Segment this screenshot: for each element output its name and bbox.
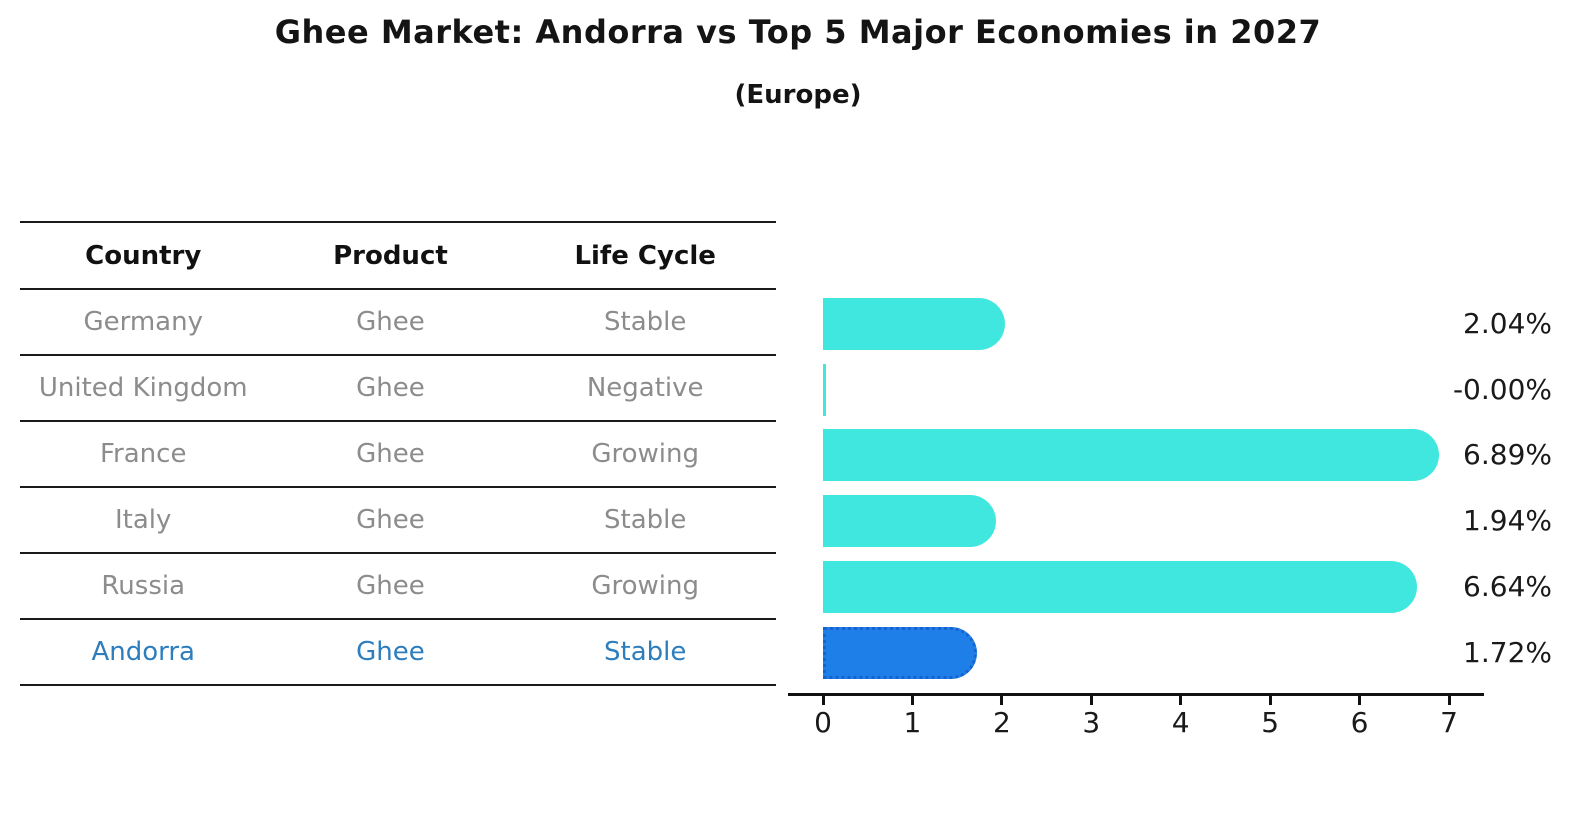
table-row: Russia Ghee Growing <box>20 554 776 620</box>
x-axis-tick <box>1000 696 1004 705</box>
bar-italy <box>823 495 997 548</box>
table-cell-product: Ghee <box>356 637 425 667</box>
bar-france <box>823 429 1440 482</box>
table-header-row: Country Product Life Cycle <box>20 223 776 290</box>
table-row: France Ghee Growing <box>20 422 776 488</box>
table-cell-country: France <box>99 439 187 469</box>
x-axis-tick-label: 5 <box>1261 706 1280 739</box>
value-label: 6.89% <box>1463 438 1552 472</box>
table-cell-life-cycle: Stable <box>604 307 687 337</box>
x-axis-tick-label: 6 <box>1350 706 1369 739</box>
x-axis-tick-label: 1 <box>903 706 922 739</box>
bar-andorra <box>823 626 977 679</box>
bar-russia <box>823 560 1417 613</box>
table-cell-product: Ghee <box>356 439 425 469</box>
table-cell-life-cycle: Growing <box>591 439 700 469</box>
x-axis-tick <box>1447 696 1451 705</box>
country-table: Country Product Life Cycle Germany Ghee St… <box>20 221 776 686</box>
table-cell-country: United Kingdom <box>38 373 248 403</box>
column-header-product: Product <box>333 240 448 271</box>
x-axis-tick-label: 0 <box>814 706 832 739</box>
x-axis-tick <box>1179 696 1183 705</box>
table-cell-product: Ghee <box>356 505 425 535</box>
x-axis-tick-label: 7 <box>1440 706 1458 739</box>
chart-subtitle: (Europe) <box>734 80 862 110</box>
x-axis-tick <box>1268 696 1272 705</box>
x-axis-line <box>788 693 1484 696</box>
table-row: United Kingdom Ghee Negative <box>20 356 776 422</box>
x-axis-tick <box>1358 696 1362 705</box>
table-cell-life-cycle: Negative <box>586 373 704 403</box>
table-cell-product: Ghee <box>356 307 425 337</box>
value-label: 2.04% <box>1463 307 1552 340</box>
bar-germany <box>823 298 1006 350</box>
x-axis-tick-label: 4 <box>1171 706 1190 739</box>
table-row: Andorra Ghee Stable <box>20 620 776 686</box>
table-cell-country: Andorra <box>91 637 195 667</box>
x-axis-tick <box>1089 696 1093 705</box>
x-axis-tick <box>821 696 825 705</box>
chart-title: Ghee Market: Andorra vs Top 5 Major Econ… <box>274 13 1322 51</box>
value-label: 1.94% <box>1463 504 1552 538</box>
x-axis-tick-label: 2 <box>992 706 1011 739</box>
table-cell-product: Ghee <box>356 373 425 403</box>
table-cell-life-cycle: Stable <box>604 637 687 667</box>
table-cell-life-cycle: Stable <box>604 505 687 535</box>
table-cell-country: Germany <box>83 307 203 337</box>
value-label: -0.00% <box>1452 372 1552 406</box>
table-cell-product: Ghee <box>356 571 425 601</box>
table-row: Italy Ghee Stable <box>20 488 776 554</box>
table-row: Germany Ghee Stable <box>20 290 776 356</box>
x-axis-tick-label: 3 <box>1082 706 1101 739</box>
table-body: Germany Ghee Stable United Kingdom Ghee Negat… <box>20 290 776 686</box>
table-cell-life-cycle: Growing <box>591 571 700 601</box>
bar-united-kingdom <box>823 363 826 416</box>
value-label: 1.72% <box>1463 635 1552 669</box>
table-cell-country: Italy <box>115 505 172 535</box>
value-label: 6.64% <box>1463 569 1552 603</box>
table-cell-country: Russia <box>101 571 186 601</box>
column-header-country: Country <box>85 240 202 271</box>
column-header-life-cycle: Life Cycle <box>574 240 716 271</box>
x-axis-tick <box>910 696 914 705</box>
